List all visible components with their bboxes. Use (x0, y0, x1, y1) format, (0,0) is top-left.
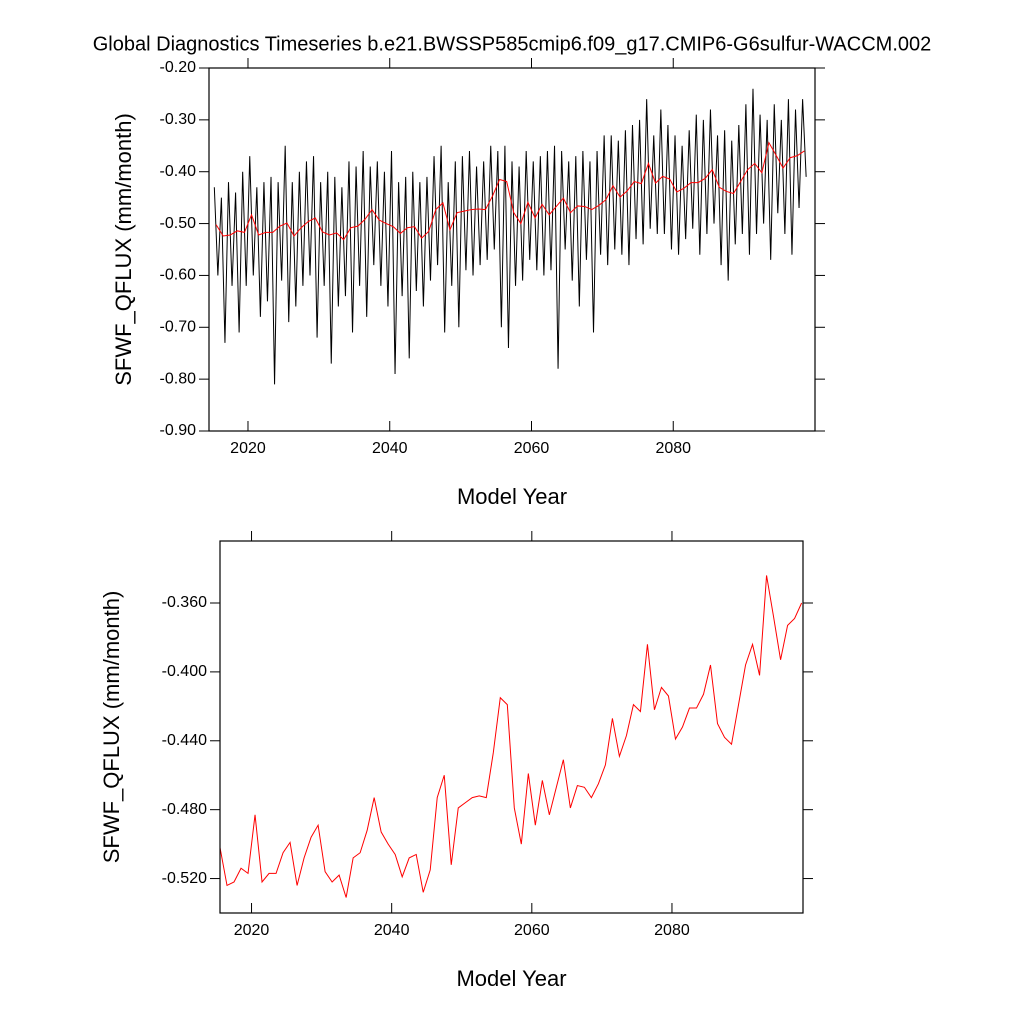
x-tick-label: 2020 (234, 922, 270, 939)
y-tick-label: -0.30 (160, 111, 197, 128)
y-tick-label: -0.20 (160, 59, 197, 76)
y-tick-label: -0.400 (162, 663, 207, 680)
chart-title: Global Diagnostics Timeseries b.e21.BWSS… (93, 33, 932, 55)
data-line (215, 141, 805, 241)
y-tick-label: -0.40 (160, 163, 197, 180)
data-line (220, 575, 803, 898)
y-tick-label: -0.80 (160, 370, 197, 387)
y-tick-label: -0.480 (162, 801, 207, 818)
x-tick-label: 2040 (372, 440, 408, 457)
plot-frame (208, 67, 816, 432)
x-axis-title: Model Year (456, 966, 566, 991)
data-line (213, 88, 807, 385)
plot-frame (219, 540, 804, 914)
y-tick-label: -0.90 (160, 422, 197, 439)
y-tick-label: -0.520 (162, 870, 207, 887)
x-axis-title: Model Year (457, 484, 567, 509)
y-axis-title: SFWF_QFLUX (mm/month) (111, 113, 136, 386)
y-tick-label: -0.50 (160, 215, 197, 232)
x-tick-label: 2060 (514, 922, 550, 939)
y-tick-label: -0.440 (162, 732, 207, 749)
x-tick-label: 2060 (514, 440, 550, 457)
y-tick-label: -0.360 (162, 594, 207, 611)
x-tick-label: 2080 (654, 922, 690, 939)
x-tick-label: 2020 (230, 440, 266, 457)
x-tick-label: 2080 (655, 440, 691, 457)
y-axis-title: SFWF_QFLUX (mm/month) (99, 591, 124, 864)
y-tick-label: -0.70 (160, 319, 197, 336)
x-tick-label: 2040 (374, 922, 410, 939)
y-tick-label: -0.60 (160, 267, 197, 284)
